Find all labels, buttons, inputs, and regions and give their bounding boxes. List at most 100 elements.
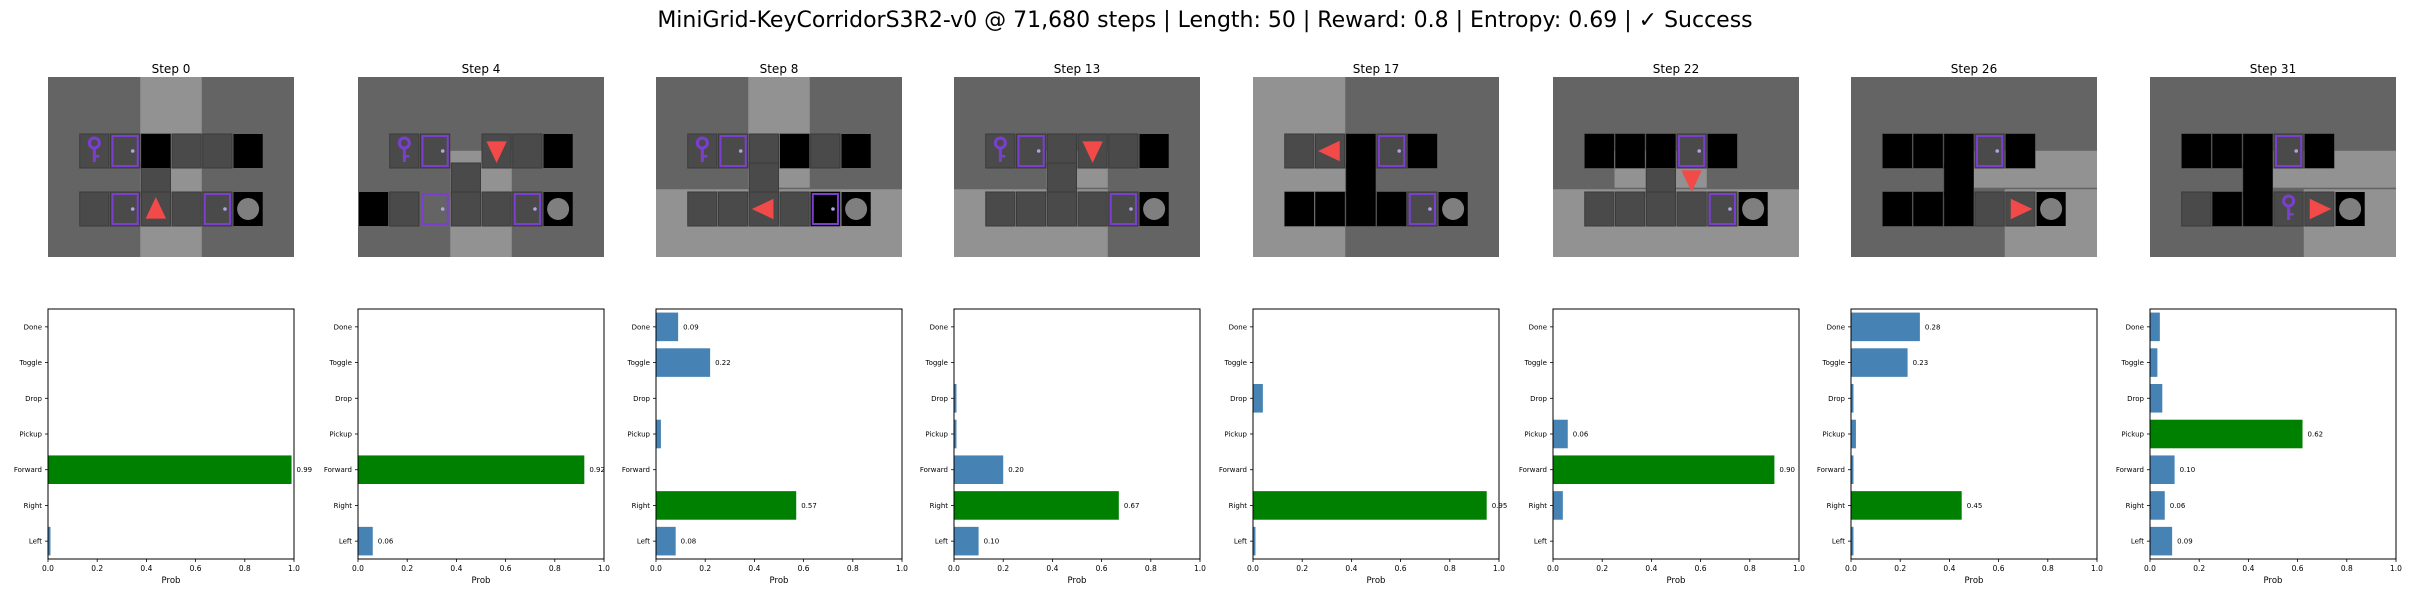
y-tick-label-toggle: Toggle xyxy=(1821,359,1845,367)
ball-icon xyxy=(2339,198,2362,220)
value-label-left: 0.06 xyxy=(378,538,394,546)
axes-frame xyxy=(1850,308,2098,560)
ball-icon xyxy=(1442,198,1465,220)
door-handle xyxy=(1036,149,1041,153)
y-tick-label-left: Left xyxy=(1832,538,1845,546)
bar-left xyxy=(656,526,676,556)
floor-cell xyxy=(985,133,1016,169)
bar-left xyxy=(48,526,51,556)
x-tick-label: 0.0 xyxy=(42,564,54,573)
door-handle xyxy=(440,207,445,211)
value-label-pickup: 0.62 xyxy=(2308,431,2324,439)
unseen-cell xyxy=(1944,134,1974,168)
unseen-cell xyxy=(1315,192,1345,226)
key-tooth xyxy=(94,155,100,158)
bar-drop xyxy=(2150,384,2163,413)
y-tick-label-left: Left xyxy=(637,538,650,546)
y-tick-label-pickup: Pickup xyxy=(2121,431,2144,439)
bar-chart: Left Right Forward 0.99 Pickup Drop Toggle Done… xyxy=(14,308,312,586)
x-tick-label: 1.0 xyxy=(1194,564,1206,573)
value-label-right: 0.57 xyxy=(801,502,817,510)
unseen-cell xyxy=(1913,134,1943,168)
floor-cell xyxy=(512,191,543,227)
x-tick-label: 0.4 xyxy=(1645,564,1657,573)
y-tick-label-done: Done xyxy=(1827,323,1845,331)
floor-cell xyxy=(512,133,543,169)
y-tick-label-toggle: Toggle xyxy=(2120,359,2144,367)
x-tick-label: 0.0 xyxy=(1845,564,1857,573)
unseen-cell xyxy=(543,134,573,168)
floor-cell xyxy=(1645,191,1676,227)
door xyxy=(513,193,541,225)
y-tick-label-right: Right xyxy=(632,502,651,510)
floor-cell xyxy=(481,191,512,227)
x-tick-label: 0.6 xyxy=(500,564,512,573)
axes-frame xyxy=(655,308,903,560)
unseen-cell xyxy=(810,192,840,226)
bar-right xyxy=(954,491,1119,520)
y-tick-label-right: Right xyxy=(930,502,949,510)
y-tick-label-forward: Forward xyxy=(2116,466,2144,474)
floor-cell xyxy=(79,191,110,227)
floor-cell xyxy=(718,191,749,227)
bar-chart: Left 0.06 Right Forward 0.92 Pickup Drop Toggle… xyxy=(324,308,610,586)
ball-icon xyxy=(1143,198,1166,220)
bar-pickup xyxy=(954,419,957,449)
unseen-cell xyxy=(1615,134,1645,168)
bar-forward xyxy=(48,455,292,484)
x-tick-label: 0.2 xyxy=(997,564,1009,573)
x-tick-label: 0.6 xyxy=(1993,564,2005,573)
x-tick-label: 0.2 xyxy=(699,564,711,573)
door xyxy=(203,193,231,225)
unseen-cell xyxy=(1346,163,1376,197)
x-tick-label: 0.8 xyxy=(1145,564,1157,573)
axes-frame xyxy=(1552,308,1800,560)
unseen-cell xyxy=(2304,134,2334,168)
unseen-cell xyxy=(780,134,810,168)
agent-triangle-icon xyxy=(486,141,507,163)
y-tick-label-done: Done xyxy=(1229,323,1247,331)
floor-cell xyxy=(1016,133,1047,169)
x-axis-label: Prob xyxy=(1667,576,1686,586)
floor-cell xyxy=(202,191,233,227)
floor-cell xyxy=(79,133,110,169)
door xyxy=(111,193,139,225)
agent-triangle-icon xyxy=(2010,198,2033,220)
x-tick-label: 1.0 xyxy=(288,564,300,573)
floor-cell xyxy=(779,191,810,227)
x-tick-label: 0.6 xyxy=(190,564,202,573)
x-tick-label: 0.2 xyxy=(1596,564,1608,573)
bar-chart: Left Right 0.45 Forward Pickup Drop Toggle 0.23… xyxy=(1817,308,2103,586)
door-handle xyxy=(533,207,537,211)
y-tick-label-done: Done xyxy=(334,323,352,331)
bar-pickup xyxy=(2150,419,2303,449)
door-handle xyxy=(738,149,743,153)
bar-pickup xyxy=(656,419,661,449)
x-tick-label: 0.0 xyxy=(1247,564,1259,573)
unseen-cell xyxy=(1377,192,1407,226)
agent-triangle-icon xyxy=(751,198,774,220)
y-tick-label-pickup: Pickup xyxy=(329,431,352,439)
unseen-cell xyxy=(1346,134,1376,168)
x-tick-label: 1.0 xyxy=(896,564,908,573)
floor-cell xyxy=(687,191,718,227)
bar-chart: Left 0.09 Right 0.06 Forward 0.10 Pickup 0.62 Dr… xyxy=(2116,308,2402,586)
y-tick-label-drop: Drop xyxy=(2127,395,2144,403)
bar-chart: Left 0.10 Right 0.67 Forward 0.20 Pickup Drop To… xyxy=(920,308,1206,586)
door xyxy=(1408,193,1436,225)
door-handle xyxy=(130,149,135,153)
bar-forward xyxy=(954,455,1004,484)
y-tick-label-drop: Drop xyxy=(1828,395,1845,403)
x-axis-label: Prob xyxy=(1068,576,1087,586)
y-tick-label-drop: Drop xyxy=(1230,395,1247,403)
y-tick-label-toggle: Toggle xyxy=(1223,359,1247,367)
ball-icon xyxy=(845,198,868,220)
value-label-left: 0.09 xyxy=(2177,538,2193,546)
unseen-cell xyxy=(1284,192,1314,226)
x-tick-label: 0.2 xyxy=(91,564,103,573)
y-tick-label-done: Done xyxy=(930,323,948,331)
unseen-cell xyxy=(1913,192,1943,226)
panel-title: Step 22 xyxy=(1653,62,1699,76)
y-tick-label-toggle: Toggle xyxy=(1523,359,1547,367)
